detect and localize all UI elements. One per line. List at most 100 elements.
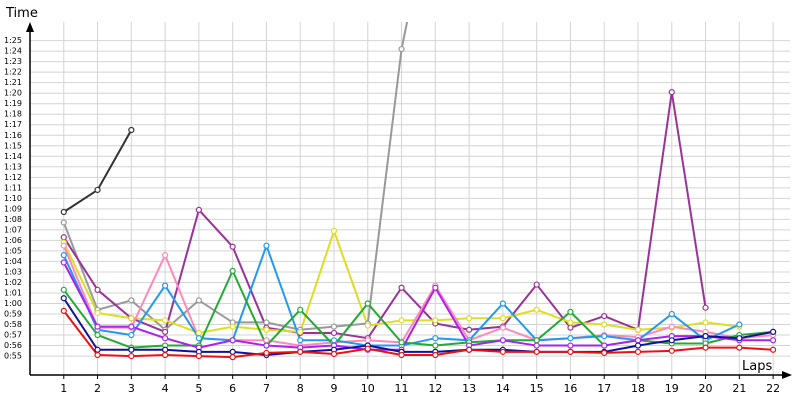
data-point: [330, 337, 338, 344]
y-tick-label: 1:12: [4, 173, 22, 182]
y-axis-arrow: [26, 22, 34, 32]
x-tick-label: 5: [195, 382, 202, 395]
data-point: [297, 337, 304, 344]
data-point: [128, 352, 135, 360]
data-point: [770, 337, 777, 344]
data-point: [702, 344, 709, 351]
data-point: [162, 346, 169, 353]
x-tick-label: 19: [665, 382, 679, 395]
data-point: [398, 351, 405, 359]
y-axis-title: Time: [5, 6, 38, 21]
data-point: [330, 350, 338, 358]
grid: [30, 22, 790, 375]
x-tick-label: 14: [496, 382, 510, 395]
x-tick-label: 6: [229, 382, 236, 395]
data-point: [60, 219, 67, 226]
y-tick-label: 0:59: [4, 310, 22, 319]
data-point: [432, 335, 439, 342]
data-point: [330, 329, 338, 337]
y-tick-label: 1:25: [4, 36, 22, 45]
y-tick-label: 1:03: [4, 267, 22, 276]
data-point: [94, 186, 101, 194]
y-tick-label: 1:17: [4, 120, 22, 129]
data-point: [601, 349, 608, 357]
y-tick-label: 0:55: [4, 352, 22, 361]
x-tick-label: 2: [94, 382, 101, 395]
data-point: [297, 348, 304, 355]
y-tick-label: 1:18: [4, 110, 22, 119]
data-point: [736, 344, 743, 351]
data-point: [94, 286, 101, 293]
data-point: [499, 324, 506, 331]
data-point: [162, 351, 169, 359]
data-point: [668, 310, 675, 318]
series-line: [62, 262, 774, 351]
data-point: [229, 348, 236, 355]
data-point: [702, 304, 709, 311]
y-tick-label: 1:15: [4, 141, 22, 150]
data-point: [330, 227, 338, 235]
data-point: [162, 252, 169, 259]
y-tick-label: 1:10: [4, 194, 22, 203]
data-point: [128, 346, 135, 353]
data-point: [94, 309, 101, 317]
data-point: [60, 242, 67, 249]
data-point: [567, 308, 574, 316]
data-point: [195, 352, 202, 360]
data-point: [601, 332, 608, 340]
y-tick-label: 1:23: [4, 57, 22, 66]
y-tick-label: 1:02: [4, 278, 22, 287]
data-point: [499, 337, 506, 344]
data-point: [668, 89, 675, 96]
data-point: [432, 342, 439, 349]
data-point: [770, 346, 777, 353]
y-tick-label: 1:19: [4, 99, 22, 108]
data-point: [60, 307, 67, 314]
data-point: [195, 206, 202, 214]
data-point: [263, 349, 270, 357]
x-tick-label: 13: [462, 382, 476, 395]
data-point: [668, 347, 675, 354]
y-tick-label: 1:04: [4, 257, 22, 266]
data-point: [263, 337, 270, 344]
data-point: [364, 337, 371, 344]
data-point: [229, 243, 236, 250]
data-point: [466, 315, 473, 322]
y-tick-label: 1:08: [4, 215, 22, 224]
data-point: [499, 348, 506, 355]
x-tick-label: 17: [597, 382, 611, 395]
data-point: [195, 335, 202, 342]
data-point: [263, 342, 270, 349]
data-point: [533, 337, 540, 344]
series-line: [62, 245, 774, 347]
x-tick-label: 4: [162, 382, 169, 395]
data-point: [94, 323, 101, 330]
data-point: [263, 242, 270, 249]
data-point: [499, 315, 506, 322]
y-tick-label: 1:16: [4, 131, 22, 140]
data-point: [128, 331, 135, 339]
data-point: [533, 348, 540, 355]
data-point: [60, 259, 67, 266]
x-tick-label: 18: [631, 382, 645, 395]
data-point: [634, 348, 642, 355]
data-point: [162, 328, 169, 335]
data-point: [195, 297, 202, 304]
x-tick-label: 22: [766, 382, 780, 395]
y-tick-label: 1:00: [4, 299, 22, 308]
data-point: [668, 337, 675, 344]
data-point: [432, 317, 439, 324]
data-point: [60, 208, 67, 216]
data-point: [398, 339, 405, 346]
data-point: [499, 300, 506, 307]
data-point: [533, 281, 540, 288]
data-point: [601, 321, 608, 328]
y-tick-label: 1:14: [4, 152, 22, 161]
data-point: [567, 348, 574, 355]
y-tick-label: 1:06: [4, 236, 22, 245]
data-point: [128, 323, 135, 330]
x-tick-label: 3: [128, 382, 135, 395]
data-point: [128, 297, 135, 304]
data-point: [60, 234, 67, 241]
